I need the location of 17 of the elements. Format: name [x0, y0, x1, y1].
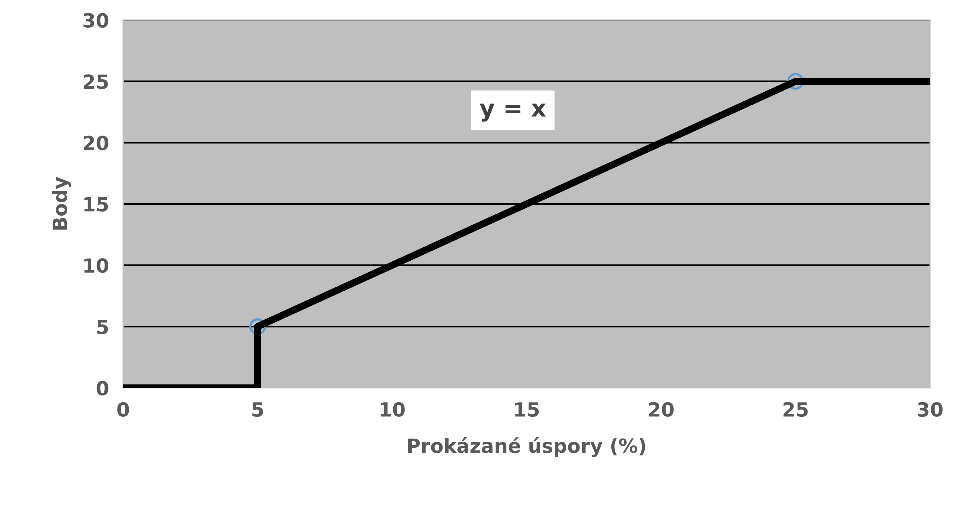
y-tick-label: 20: [84, 136, 109, 151]
y-tick-label: 15: [84, 197, 108, 212]
x-tick-label: 20: [649, 402, 674, 418]
x-tick-label: 0: [118, 402, 130, 418]
y-tick-label: 30: [84, 13, 109, 28]
y-tick-label: 0: [96, 381, 109, 396]
x-tick-label: 5: [252, 402, 264, 418]
x-tick-label: 15: [515, 402, 539, 418]
y-tick-label: 10: [84, 258, 109, 274]
x-tick-label: 30: [918, 402, 943, 418]
y-tick-label: 25: [84, 74, 108, 90]
x-tick-label: 10: [381, 402, 405, 418]
x-tick-label: 25: [784, 402, 808, 418]
x-axis-title: Prokázané úspory (%): [408, 437, 646, 458]
annotation: y = x: [480, 104, 546, 122]
y-axis-title: Body: [52, 177, 72, 230]
y-tick-label: 5: [97, 320, 108, 334]
